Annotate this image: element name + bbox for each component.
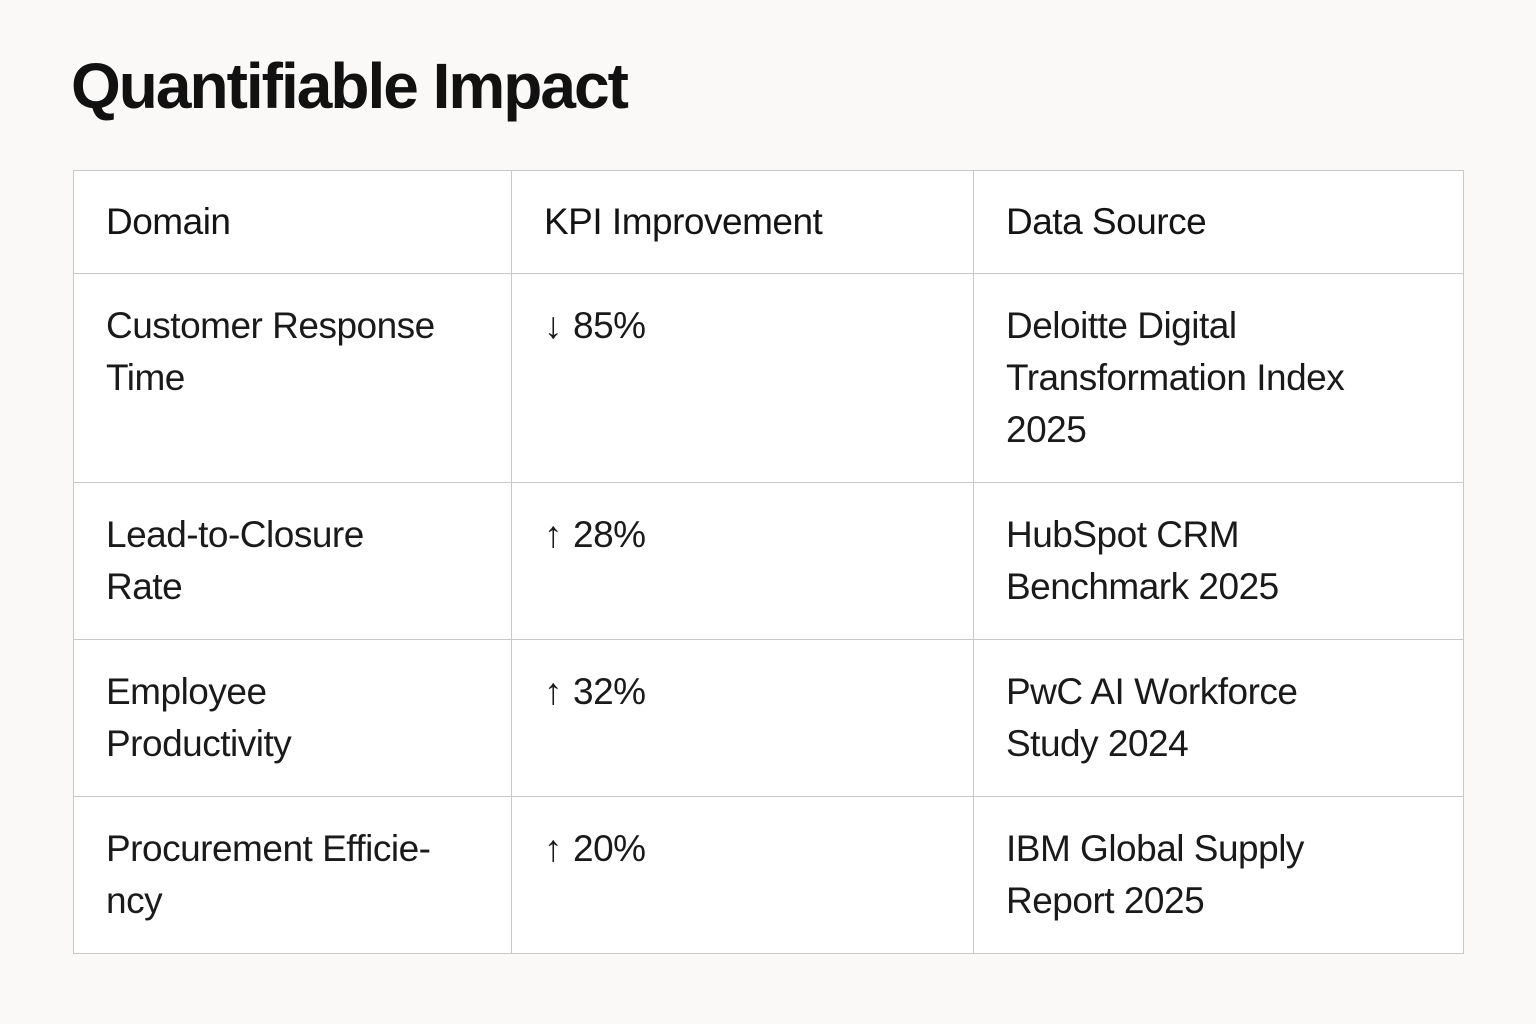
source-cell: Deloitte Digital Transformation Index 20… xyxy=(973,273,1464,483)
kpi-value: 32% xyxy=(573,671,646,712)
table-row: Employee Productivity ↑ 32% PwC AI Workfo… xyxy=(73,639,1464,797)
arrow-up-icon: ↑ xyxy=(544,671,563,712)
kpi-value: 28% xyxy=(573,514,646,555)
header-cell-source: Data Source xyxy=(973,170,1464,274)
kpi-value: 20% xyxy=(573,828,646,869)
impact-table: Domain KPI Improvement Data Source Custo… xyxy=(73,170,1464,954)
header-cell-kpi: KPI Improvement xyxy=(511,170,974,274)
header-cell-domain: Domain xyxy=(73,170,512,274)
page-title: Quantifiable Impact xyxy=(71,50,629,122)
table-row: Lead-to-Closure Rate ↑ 28% HubSpot CRM Be… xyxy=(73,482,1464,640)
table-row: Procurement Efficie- ncy ↑ 20% IBM Global… xyxy=(73,796,1464,954)
arrow-down-icon: ↓ xyxy=(544,305,563,346)
arrow-up-icon: ↑ xyxy=(544,514,563,555)
domain-cell: Lead-to-Closure Rate xyxy=(73,482,512,640)
source-cell: PwC AI Workforce Study 2024 xyxy=(973,639,1464,797)
kpi-cell: ↑ 32% xyxy=(511,639,974,797)
kpi-cell: ↓ 85% xyxy=(511,273,974,483)
source-cell: IBM Global Supply Report 2025 xyxy=(973,796,1464,954)
arrow-up-icon: ↑ xyxy=(544,828,563,869)
kpi-cell: ↑ 28% xyxy=(511,482,974,640)
kpi-value: 85% xyxy=(573,305,646,346)
kpi-cell: ↑ 20% xyxy=(511,796,974,954)
source-cell: HubSpot CRM Benchmark 2025 xyxy=(973,482,1464,640)
domain-cell: Customer Response Time xyxy=(73,273,512,483)
domain-cell: Procurement Efficie- ncy xyxy=(73,796,512,954)
table-row: Customer Response Time ↓ 85% Deloitte Dig… xyxy=(73,273,1464,483)
table-header-row: Domain KPI Improvement Data Source xyxy=(73,170,1464,274)
domain-cell: Employee Productivity xyxy=(73,639,512,797)
